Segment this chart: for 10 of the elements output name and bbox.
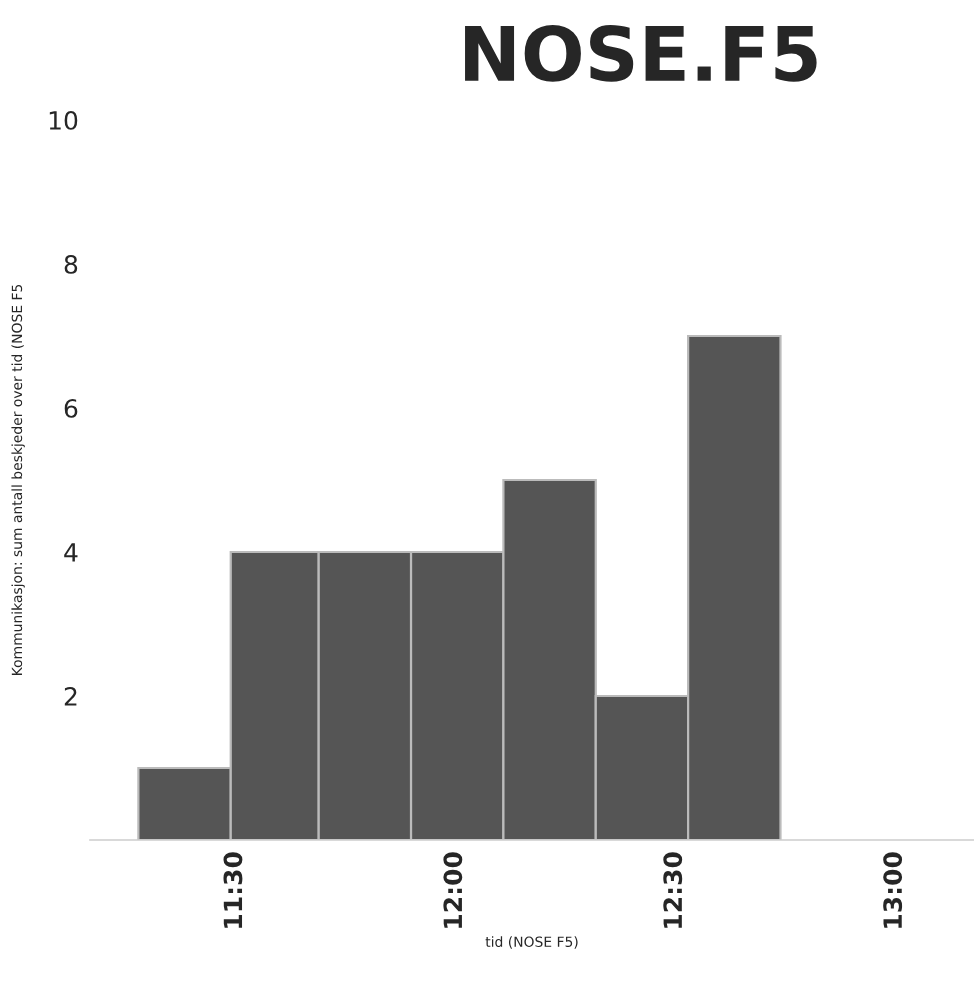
y-tick-label: 8 <box>64 254 78 274</box>
x-tick-label: 12:30 <box>663 852 683 928</box>
y-tick-label: 10 <box>49 110 78 130</box>
y-tick-label: 2 <box>64 686 77 706</box>
x-tick-label: 13:00 <box>883 852 903 928</box>
y-tick-label: 6 <box>64 398 78 418</box>
y-tick-label: 4 <box>64 543 78 562</box>
x-tick-label: 11:30 <box>223 852 243 928</box>
x-tick-label: 12:00 <box>443 852 463 928</box>
chart-title: NOSE.F5 <box>465 25 817 82</box>
